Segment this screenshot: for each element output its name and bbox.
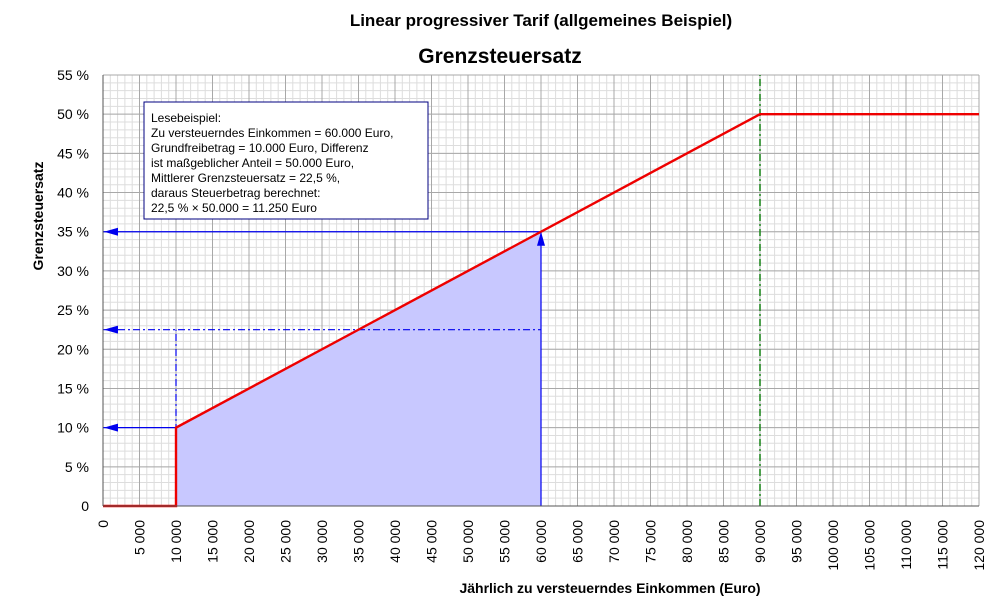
y-tick-label: 0 (81, 498, 89, 514)
x-tick-label: 120 000 (971, 520, 987, 571)
y-tick-label: 55 % (57, 67, 89, 83)
annotation-line: daraus Steuerbetrag berechnet: (151, 186, 320, 200)
x-tick-label: 0 (95, 520, 111, 528)
axes-layer (102, 75, 979, 507)
y-tick-label: 25 % (57, 302, 89, 318)
y-tick-label: 10 % (57, 420, 89, 436)
x-tick-label: 30 000 (314, 520, 330, 563)
x-tick-label: 95 000 (789, 520, 805, 563)
y-axis-label: Grenzsteuersatz (30, 162, 46, 271)
y-tick-label: 35 % (57, 224, 89, 240)
x-tick-label: 20 000 (241, 520, 257, 563)
arrowhead (537, 231, 545, 246)
x-tick-label: 35 000 (351, 520, 367, 563)
y-tick-label: 45 % (57, 145, 89, 161)
arrowhead (104, 423, 118, 432)
annotation-line: Lesebeispiel: (151, 111, 221, 125)
x-tick-label: 115 000 (935, 520, 951, 570)
y-tick-labels: 0 5 % 10 % 15 % 20 % 25 % 30 % 35 % 40 % 45 % 50 %… (57, 67, 89, 514)
y-tick-label: 20 % (57, 341, 89, 357)
x-tick-label: 45 000 (424, 520, 440, 563)
shaded-tax-area (176, 231, 541, 506)
x-tick-label: 70 000 (606, 520, 622, 563)
y-tick-label: 5 % (65, 459, 89, 475)
arrowheads-layer (104, 227, 545, 432)
x-tick-label: 50 000 (460, 520, 476, 563)
x-tick-label: 25 000 (278, 520, 294, 563)
annotation-line: 22,5 % × 50.000 = 11.250 Euro (151, 201, 317, 215)
annotation-line: Zu versteuerndes Einkommen = 60.000 Euro… (151, 126, 393, 140)
x-tick-label: 10 000 (168, 520, 184, 563)
x-tick-label: 55 000 (497, 520, 513, 563)
x-tick-label: 85 000 (716, 520, 732, 563)
y-tick-label: 40 % (57, 185, 89, 201)
x-tick-label: 40 000 (387, 520, 403, 563)
x-tick-label: 75 000 (643, 520, 659, 563)
x-tick-label: 60 000 (533, 520, 549, 563)
x-axis-label: Jährlich zu versteuerndes Einkommen (Eur… (459, 580, 760, 596)
x-tick-label: 90 000 (752, 520, 768, 563)
x-tick-label: 15 000 (205, 520, 221, 563)
annotation-line: Grundfreibetrag = 10.000 Euro, Differenz (151, 141, 369, 155)
x-tick-labels: 0 5 000 10 000 15 000 20 000 25 000 30 000 35 0… (95, 520, 987, 571)
x-tick-label: 65 000 (570, 520, 586, 563)
y-tick-label: 30 % (57, 263, 89, 279)
chart-title: Linear progressiver Tarif (allgemeines B… (350, 11, 732, 30)
arrowhead (104, 227, 118, 236)
reference-lines-layer (103, 75, 761, 506)
x-tick-label: 105 000 (862, 520, 878, 571)
shaded-area-layer (176, 231, 541, 506)
y-tick-label: 15 % (57, 380, 89, 396)
annotation-line: ist maßgeblicher Anteil = 50.000 Euro, (151, 156, 354, 170)
x-tick-label: 110 000 (898, 520, 914, 570)
x-tick-label: 5 000 (132, 520, 148, 555)
x-tick-label: 80 000 (679, 520, 695, 563)
annotation-line: Mittlerer Grenzsteuersatz = 22,5 %, (151, 171, 340, 185)
x-tick-label: 100 000 (825, 520, 841, 571)
chart-subtitle: Grenzsteuersatz (418, 45, 581, 68)
annotation-frame (143, 101, 429, 220)
arrowhead (104, 325, 118, 334)
annotation-box: Lesebeispiel: Zu versteuerndes Einkommen… (143, 101, 429, 220)
y-tick-label: 50 % (57, 106, 89, 122)
